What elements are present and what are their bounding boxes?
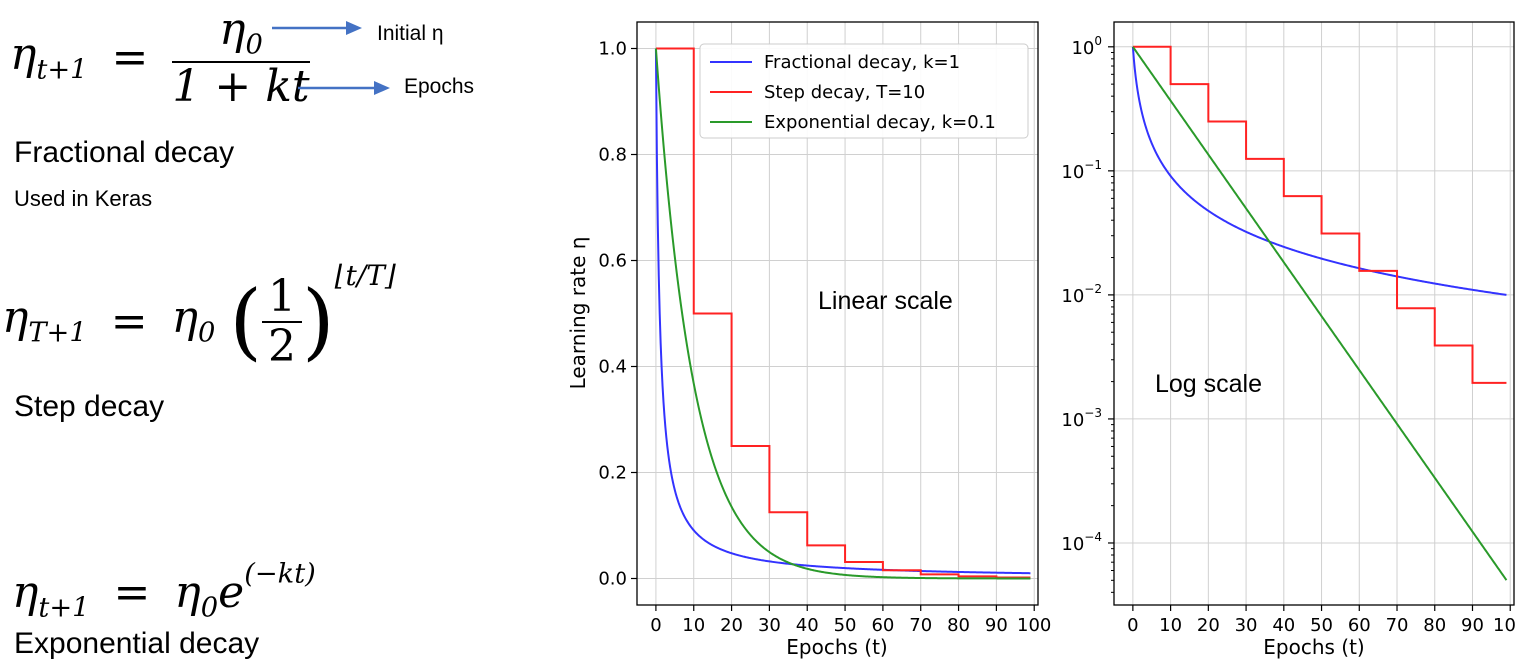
x-tick-label: 70	[1386, 615, 1409, 636]
caption-exponential: Exponential decay	[14, 627, 260, 660]
legend-box	[699, 43, 1029, 139]
x-tick-label: 100	[1017, 615, 1051, 636]
formula-fractional: ηt+1 = η0 1 + kt	[10, 8, 310, 109]
formula-fractional-lhs: ηt+1	[10, 29, 88, 86]
y-tick-label: 0.6	[598, 251, 627, 272]
series-line-fractional	[1131, 46, 1507, 296]
series-line-exponential	[654, 48, 1031, 580]
annotation-initial-eta: Initial η	[377, 22, 444, 45]
chart-linear-frame	[636, 21, 1039, 606]
y-tick-label: 0.4	[598, 357, 627, 378]
x-tick-label: 50	[834, 615, 857, 636]
x-tick-label: 40	[796, 615, 819, 636]
x-tick-label: 30	[1235, 615, 1258, 636]
x-tick-label: 70	[909, 615, 932, 636]
x-tick-label: 90	[1461, 615, 1484, 636]
x-tick-label: 90	[985, 615, 1008, 636]
equals-sign: =	[113, 566, 151, 618]
x-tick-label: 100	[1493, 615, 1517, 636]
y-tick-label: 10−3	[1061, 406, 1102, 431]
legend-label-fractional: Fractional decay, k=1	[764, 52, 960, 73]
equals-sign: =	[110, 295, 148, 347]
chart-log-frame	[1113, 21, 1515, 606]
chart-linear-ticks: 0 10 20 30 40 50 60 70 80 90 100 0.0 0.2 0.4 0.6 0.8 1.0	[598, 39, 1051, 637]
x-tick-label: 50	[1310, 615, 1333, 636]
chart-linear-annotation: Linear scale	[818, 287, 953, 315]
fraction-numerator: η0	[172, 8, 310, 63]
equals-sign: =	[111, 32, 149, 84]
formula-step-lhs: ηT+1	[2, 292, 87, 349]
subcaption-keras: Used in Keras	[14, 186, 153, 211]
y-tick-label: 10−4	[1061, 530, 1102, 555]
formula-exponential-rhs: η0e(−kt)	[174, 558, 316, 624]
x-tick-label: 30	[758, 615, 781, 636]
y-tick-label: 100	[1071, 34, 1102, 59]
formula-exponential: ηt+1 = η0e(−kt)	[12, 560, 316, 621]
annotation-epochs: Epochs	[404, 75, 475, 98]
x-tick-label: 20	[1197, 615, 1220, 636]
paren-right: )	[302, 271, 335, 370]
y-tick-label: 0.0	[598, 569, 627, 590]
x-tick-label: 80	[947, 615, 970, 636]
chart-log-lines	[1131, 45, 1508, 581]
x-tick-label: 10	[682, 615, 705, 636]
chart-linear-legend: Fractional decay, k=1 Step decay, T=10 Exp…	[699, 43, 1029, 139]
formula-step-exponent: ⌊t/T⌋	[334, 259, 396, 292]
x-tick-label: 0	[650, 615, 661, 636]
formula-step-rhs: η0	[171, 292, 216, 349]
caption-step: Step decay	[14, 390, 165, 423]
caption-fractional: Fractional decay	[14, 136, 235, 169]
chart-log-grid	[1114, 22, 1514, 605]
formula-exponential-lhs: ηt+1	[12, 566, 90, 624]
y-tick-label: 0.2	[598, 463, 627, 484]
chart-linear-xlabel: Epochs (t)	[786, 635, 887, 659]
legend-label-step: Step decay, T=10	[764, 82, 925, 103]
x-tick-label: 60	[871, 615, 894, 636]
chart-log-annotation: Log scale	[1155, 370, 1262, 398]
series-line-exponential	[1132, 46, 1508, 581]
chart-linear-ylabel: Learning rate η	[566, 237, 590, 390]
x-tick-label: 60	[1348, 615, 1371, 636]
x-tick-label: 10	[1159, 615, 1182, 636]
fraction-denominator: 2	[268, 320, 296, 372]
formula-step: ηT+1 = η0 ( 1 2 )⌊t/T⌋	[2, 262, 396, 369]
chart-log-xlabel: Epochs (t)	[1263, 635, 1364, 659]
y-tick-label: 10−2	[1061, 282, 1102, 307]
series-line-fractional	[654, 48, 1031, 575]
x-tick-label: 40	[1272, 615, 1295, 636]
paren-left: (	[229, 271, 262, 370]
fraction-half: 1 2	[262, 274, 302, 372]
series-line-step	[1132, 45, 1507, 384]
chart-linear-lines	[654, 47, 1031, 580]
chart-log: 0 10 20 30 40 50 60 70 80 90 100 100 10−1 10−2 10−3 10−…	[1061, 21, 1517, 659]
chart-linear: 0 10 20 30 40 50 60 70 80 90 100 0.0 0.2 0.4 0.6 0.8 1.0…	[566, 21, 1051, 659]
x-tick-label: 20	[720, 615, 743, 636]
series-line-step	[655, 47, 1031, 579]
x-tick-label: 0	[1127, 615, 1138, 636]
y-tick-label: 10−1	[1061, 158, 1102, 183]
fraction-numerator: 1	[262, 274, 302, 323]
y-tick-label: 0.8	[598, 145, 627, 166]
fraction: η0 1 + kt	[172, 8, 310, 112]
x-tick-label: 80	[1423, 615, 1446, 636]
chart-log-ticks: 0 10 20 30 40 50 60 70 80 90 100 100 10−1 10−2 10−3 10−…	[1061, 34, 1517, 636]
fraction-denominator: 1 + kt	[172, 60, 310, 112]
legend-label-exponential: Exponential decay, k=0.1	[764, 112, 996, 133]
y-tick-label: 1.0	[598, 39, 627, 60]
